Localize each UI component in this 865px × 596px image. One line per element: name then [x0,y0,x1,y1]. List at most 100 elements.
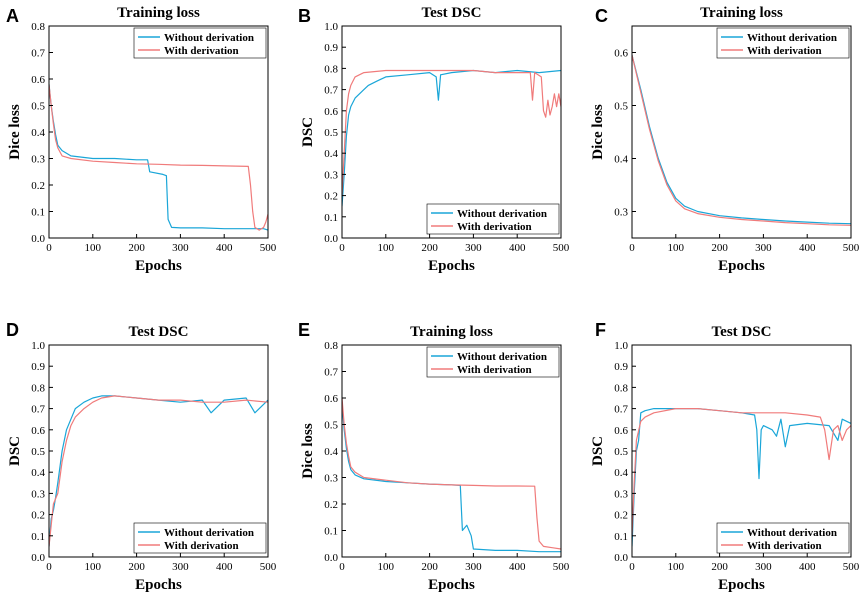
y-tick-label: 0.7 [31,48,45,60]
x-tick-label: 100 [85,242,102,254]
x-axis-label: Epochs [135,258,182,274]
x-tick-label: 400 [799,242,816,254]
legend-label-without: Without derivation [164,32,254,44]
plot-frame [631,25,852,239]
y-tick-label: 0.4 [614,154,628,166]
y-tick-label: 0.7 [324,85,338,97]
y-tick-label: 1.0 [324,21,338,33]
legend-label-without: Without derivation [747,527,837,539]
y-tick-label: 0.0 [324,552,338,564]
y-axis-label: DSC [300,117,316,147]
x-tick-label: 400 [216,242,233,254]
x-tick-label: 400 [799,561,816,573]
chart-title: Test DSC [129,324,189,340]
series-line-without [342,69,561,207]
y-tick-label: 0.9 [614,361,628,373]
y-tick-label: 0.8 [31,21,45,33]
y-tick-label: 0.6 [31,425,45,437]
x-tick-label: 300 [755,561,772,573]
series-line-with [342,69,561,196]
y-tick-label: 0.2 [324,191,338,203]
legend-label-with: With derivation [164,45,239,57]
panel-d: D Test DSC 0 100 200 300 400 500 0.0 0.1 0.2 0.3 0.4… [6,320,277,593]
y-tick-label: 0.3 [31,154,45,166]
y-tick-label: 0.5 [31,101,45,113]
series-group [342,69,561,207]
y-tick-label: 0.0 [614,552,628,564]
x-tick-label: 400 [509,242,526,254]
x-tick-label: 200 [128,242,145,254]
y-tick-label: 0.3 [31,488,45,500]
x-tick-label: 100 [378,242,395,254]
y-tick-label: 0.8 [324,340,338,352]
legend-label-with: With derivation [747,45,822,57]
legend-label-without: Without derivation [457,208,547,220]
x-axis-label: Epochs [428,258,475,274]
x-tick-label: 0 [629,561,635,573]
x-tick-label: 300 [465,561,482,573]
panel-e: E Training loss 0 100 200 300 400 500 0.0 0.1 0.2 0… [298,320,570,593]
panel-letter: F [595,320,606,340]
y-tick-label: 0.6 [324,106,338,118]
panel-c: C Training loss 0 100 200 300 400 500 0.3 0.4 0.5 0… [590,5,860,274]
y-tick-label: 0.6 [31,74,45,86]
y-tick-label: 0.0 [31,552,45,564]
y-tick-label: 0.1 [324,212,338,224]
y-tick-label: 0.3 [324,169,338,181]
chart-title: Test DSC [712,324,772,340]
panel-b: B Test DSC 0 100 200 300 400 500 0.0 0.1 0.2 0.3 0.4… [298,5,570,274]
y-tick-label: 0.8 [31,382,45,394]
x-tick-label: 500 [260,242,277,254]
legend-box [716,27,850,59]
series-line-with [632,55,851,226]
legend-label-without: Without derivation [164,527,254,539]
legend-label-without: Without derivation [747,32,837,44]
x-tick-label: 200 [711,561,728,573]
chart-title: Test DSC [422,5,482,21]
y-tick-label: 0.4 [31,127,45,139]
y-tick-label: 0.3 [614,207,628,219]
x-tick-label: 400 [216,561,233,573]
series-group [342,397,561,553]
x-tick-label: 100 [378,561,395,573]
x-tick-label: 100 [668,242,685,254]
y-tick-label: 0.0 [324,233,338,245]
y-tick-label: 0.5 [324,420,338,432]
x-tick-label: 500 [553,561,570,573]
y-tick-label: 0.2 [324,499,338,511]
y-tick-label: 0.4 [324,446,338,458]
chart-title: Training loss [117,5,200,21]
y-tick-label: 0.7 [31,404,45,416]
x-tick-label: 300 [172,561,189,573]
series-group [49,84,268,231]
series-line-without [49,84,268,231]
y-tick-label: 0.5 [614,101,628,113]
x-tick-label: 500 [843,242,860,254]
y-tick-label: 0.6 [614,48,628,60]
y-tick-label: 0.4 [324,148,338,160]
y-tick-label: 0.5 [614,446,628,458]
y-tick-label: 0.8 [614,382,628,394]
x-axis-label: Epochs [428,577,475,593]
x-tick-label: 100 [85,561,102,573]
legend-box [426,203,560,235]
y-tick-label: 0.6 [614,425,628,437]
y-axis-label: DSC [590,436,606,466]
x-tick-label: 0 [629,242,635,254]
y-tick-label: 0.9 [31,361,45,373]
x-tick-label: 400 [509,561,526,573]
y-tick-label: 0.4 [31,467,45,479]
y-tick-label: 0.4 [614,467,628,479]
x-tick-label: 200 [711,242,728,254]
x-tick-label: 0 [46,561,52,573]
y-tick-label: 0.2 [614,510,628,522]
y-tick-label: 0.0 [31,233,45,245]
series-group [632,55,851,226]
panel-letter: D [6,320,19,340]
y-tick-label: 0.5 [31,446,45,458]
